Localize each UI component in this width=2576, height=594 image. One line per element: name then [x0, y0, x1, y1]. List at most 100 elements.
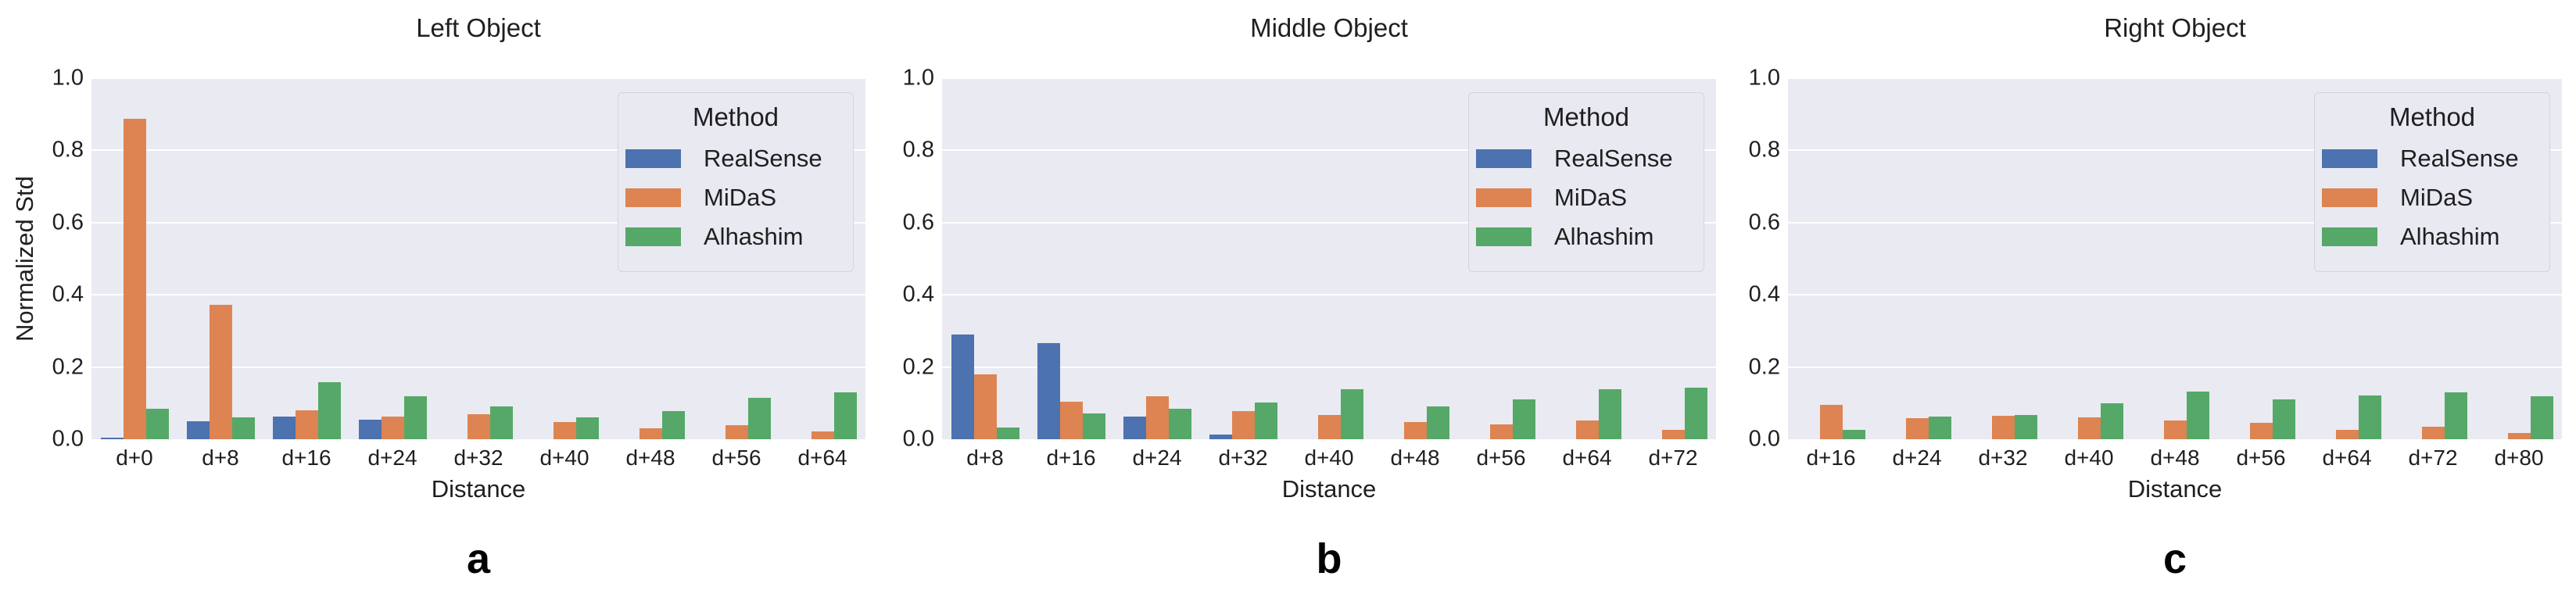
legend-entry: RealSense: [2322, 145, 2549, 173]
bar-alhashim-d+24: [403, 395, 427, 439]
bar-midas-d+64: [2335, 429, 2359, 439]
y-tick-label: 0.8: [902, 137, 934, 163]
bar-midas-d+8: [973, 374, 997, 439]
bar-group-d+16: [1788, 78, 1874, 439]
bar-group-d+0: [91, 78, 177, 439]
bar-realsense-d+32: [1209, 435, 1232, 439]
bar-group-d+48: [1372, 78, 1458, 439]
bar-midas-d+16: [1819, 405, 1843, 439]
y-tick-label: 1.0: [902, 65, 934, 91]
bar-alhashim-d+40: [2100, 403, 2123, 439]
plot-area: Method RealSense MiDaS Alhashim: [91, 78, 865, 439]
bar-alhashim-d+56: [1512, 399, 1535, 439]
bar-alhashim-d+32: [2014, 414, 2037, 439]
legend: Method RealSense MiDaS Alhashim: [618, 92, 854, 272]
bar-group-d+64: [1544, 78, 1630, 439]
bar-alhashim-d+32: [1254, 402, 1277, 439]
y-tick-label: 0.2: [52, 354, 84, 380]
bar-realsense-d+8: [186, 420, 210, 439]
gridlines: [91, 78, 865, 439]
legend-entry-label: MiDaS: [2400, 184, 2474, 211]
y-axis-ticks: 0.0 0.2 0.4 0.6 0.8 1.0: [858, 66, 942, 452]
x-tick-label: d+40: [2064, 446, 2114, 470]
bar-group-d+64: [779, 78, 865, 439]
bar-group-d+56: [2218, 78, 2304, 439]
panel-caption: c: [2162, 535, 2187, 582]
x-tick-label: d+80: [2494, 446, 2544, 470]
gridline: [91, 78, 865, 79]
x-tick-label: d+8: [966, 446, 1004, 470]
x-tick-label: d+56: [711, 446, 761, 470]
gridline: [1788, 221, 2562, 224]
bar-alhashim-d+64: [1598, 389, 1621, 439]
legend-swatch-midas: [1476, 188, 1532, 207]
x-axis-label: Distance: [2127, 475, 2223, 503]
bar-alhashim-d+8: [996, 427, 1019, 439]
bar-alhashim-d+40: [1340, 389, 1363, 439]
bar-midas-d+24: [1905, 418, 1929, 439]
gridline: [1788, 294, 2562, 296]
gridline: [91, 366, 865, 368]
bar-group-d+40: [2046, 78, 2132, 439]
x-tick-label: d+40: [1304, 446, 1354, 470]
bar-group-d+24: [1114, 78, 1200, 439]
panel-caption: b: [1316, 535, 1342, 582]
gridline: [1788, 366, 2562, 368]
legend-swatch-realsense: [625, 149, 681, 168]
bar-midas-d+48: [2163, 420, 2187, 439]
bar-alhashim-d+56: [747, 398, 771, 439]
x-axis-ticks: d+0 d+8 d+16 d+24 d+32 d+40 d+48 d+56 d+64: [91, 446, 865, 471]
y-tick-label: 1.0: [1748, 65, 1780, 91]
gridline: [1788, 149, 2562, 152]
legend-rows: RealSense MiDaS Alhashim: [1469, 145, 1704, 251]
bar-group-d+16: [1028, 78, 1114, 439]
x-tick-label: d+48: [625, 446, 675, 470]
legend-entry-label: MiDaS: [1554, 184, 1628, 211]
bar-group-d+8: [177, 78, 263, 439]
x-tick-label: d+16: [1046, 446, 1096, 470]
bar-midas-d+40: [553, 421, 576, 439]
bar-midas-d+24: [381, 417, 404, 439]
x-tick-label: d+24: [1892, 446, 1942, 470]
panel-caption: a: [466, 535, 491, 582]
legend-entry-label: Alhashim: [1554, 223, 1654, 250]
gridlines: [942, 78, 1716, 439]
bar-realsense-d+16: [1037, 343, 1060, 439]
x-tick-label: d+32: [1218, 446, 1268, 470]
bar-group-d+48: [2132, 78, 2218, 439]
bar-alhashim-d+16: [317, 382, 341, 439]
legend-swatch-alhashim: [2322, 227, 2377, 246]
y-tick-label: 0.4: [52, 281, 84, 307]
chart-panel-right-object: Right Object 0.0 0.2 0.4 0.6 0.8 1.0 Method R…: [1717, 0, 2576, 594]
legend-title: Method: [1542, 102, 1630, 131]
legend-entry-label: MiDaS: [704, 184, 777, 211]
bar-realsense-d+8: [951, 335, 974, 439]
bar-midas-d+40: [1317, 415, 1341, 439]
chart-panel-middle-object: Middle Object 0.0 0.2 0.4 0.6 0.8 1.0 Method …: [858, 0, 1717, 594]
bars-layer: [91, 78, 865, 439]
legend-entry: MiDaS: [625, 184, 853, 212]
bar-alhashim-d+48: [661, 410, 685, 439]
x-axis-ticks: d+16 d+24 d+32 d+40 d+48 d+56 d+64 d+72 d+80: [1788, 446, 2562, 471]
bar-midas-d+24: [1145, 396, 1169, 439]
y-tick-label: 0.0: [52, 426, 84, 452]
legend-rows: RealSense MiDaS Alhashim: [618, 145, 853, 251]
bars-layer: [942, 78, 1716, 439]
bar-alhashim-d+72: [2444, 392, 2467, 439]
bar-midas-d+40: [2077, 417, 2101, 439]
y-tick-label: 0.6: [902, 209, 934, 235]
y-tick-label: 0.6: [1748, 209, 1780, 235]
x-tick-label: d+24: [367, 446, 417, 470]
bar-alhashim-d+48: [1426, 406, 1449, 439]
chart-title: Left Object: [416, 13, 541, 42]
bar-group-d+32: [1200, 78, 1286, 439]
bar-alhashim-d+56: [2272, 399, 2295, 439]
bar-midas-d+48: [639, 428, 662, 439]
legend-rows: RealSense MiDaS Alhashim: [2315, 145, 2549, 251]
bar-midas-d+32: [1991, 415, 2015, 439]
bar-alhashim-d+8: [231, 417, 255, 439]
x-axis-label: Distance: [1281, 475, 1377, 503]
bar-group-d+56: [693, 78, 779, 439]
y-tick-label: 0.0: [902, 426, 934, 452]
